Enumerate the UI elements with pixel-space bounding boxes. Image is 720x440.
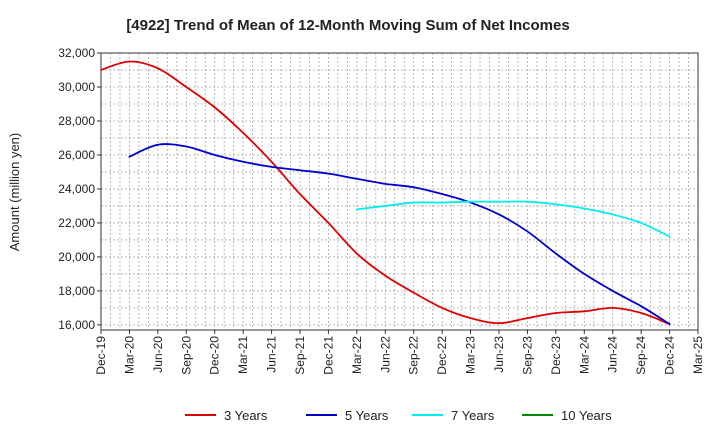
x-tick-label: Jun-24: [606, 336, 620, 373]
x-tick-label: Dec-20: [208, 336, 222, 375]
legend-label-1: 3 Years: [224, 408, 268, 423]
x-tick-label: Dec-24: [663, 336, 677, 375]
x-tick-label: Sep-24: [634, 336, 648, 375]
x-tick-label: Dec-21: [321, 336, 335, 375]
x-tick-label: Mar-22: [350, 336, 364, 374]
x-tick-label: Jun-20: [151, 336, 165, 373]
x-tick-label: Jun-23: [492, 336, 506, 373]
chart-title: [4922] Trend of Mean of 12-Month Moving …: [126, 17, 569, 34]
legend: 3 Years 5 Years 7 Years 10 Years: [185, 408, 612, 423]
y-tick-label: 16,000: [58, 318, 95, 332]
x-tick-label: Sep-23: [520, 336, 534, 375]
y-axis-label: Amount (million yen): [7, 133, 22, 252]
y-tick-label: 24,000: [58, 182, 95, 196]
series-line-3: [355, 200, 671, 238]
y-tick-label: 18,000: [58, 284, 95, 298]
legend-label-2: 5 Years: [345, 408, 389, 423]
x-tick-label: Sep-21: [293, 336, 307, 375]
x-tick-label: Mar-25: [691, 336, 705, 374]
x-tick-label: Sep-20: [179, 336, 193, 375]
y-tick-label: 32,000: [58, 46, 95, 60]
legend-label-3: 7 Years: [451, 408, 495, 423]
plot-area: 16,000 18,000 20,000 22,000 24,000 26,000 28,0…: [58, 46, 705, 375]
y-tick-label: 28,000: [58, 114, 95, 128]
y-tick-label: 20,000: [58, 250, 95, 264]
plot-frame: [100, 52, 699, 331]
x-tick-label: Dec-22: [435, 336, 449, 375]
x-tick-label: Mar-24: [577, 336, 591, 374]
x-tick-label: Jun-21: [265, 336, 279, 373]
x-tick-label: Jun-22: [378, 336, 392, 373]
x-tick-label: Mar-23: [464, 336, 478, 374]
y-tick-label: 30,000: [58, 80, 95, 94]
x-tick-label: Mar-20: [122, 336, 136, 374]
x-tick-label: Dec-23: [549, 336, 563, 375]
y-tick-label: 26,000: [58, 148, 95, 162]
x-tick-label: Mar-21: [236, 336, 250, 374]
series-line-1: [100, 60, 671, 325]
x-tick-label: Dec-19: [94, 336, 108, 375]
y-tick-label: 22,000: [58, 216, 95, 230]
series-line-2: [128, 143, 671, 325]
legend-label-4: 10 Years: [561, 408, 612, 423]
x-tick-label: Sep-22: [407, 336, 421, 375]
